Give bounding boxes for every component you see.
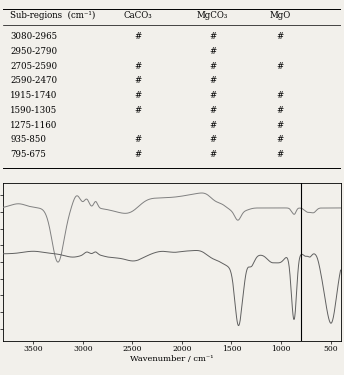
Text: 3080-2965: 3080-2965 [10,32,57,41]
Text: #: # [209,32,216,41]
Text: 935-850: 935-850 [10,135,46,144]
X-axis label: Wavenumber / cm⁻¹: Wavenumber / cm⁻¹ [130,355,214,363]
Text: 1275-1160: 1275-1160 [10,121,57,130]
Text: #: # [276,32,283,41]
Text: #: # [276,91,283,100]
Text: #: # [135,150,142,159]
Text: CaCO₃: CaCO₃ [124,11,153,20]
Text: #: # [209,91,216,100]
Text: #: # [135,91,142,100]
Text: 2950-2790: 2950-2790 [10,47,57,56]
Text: #: # [135,106,142,115]
Text: #: # [209,62,216,70]
Text: #: # [276,150,283,159]
Text: 2705-2590: 2705-2590 [10,62,57,70]
Text: 1915-1740: 1915-1740 [10,91,57,100]
Text: #: # [209,150,216,159]
Text: 2590-2470: 2590-2470 [10,76,57,86]
Text: #: # [135,62,142,70]
Text: #: # [135,76,142,86]
Text: #: # [276,106,283,115]
Text: MgCO₃: MgCO₃ [197,11,228,20]
Text: 795-675: 795-675 [10,150,46,159]
Text: #: # [209,135,216,144]
Text: #: # [135,135,142,144]
Text: #: # [209,76,216,86]
Text: #: # [209,47,216,56]
Text: #: # [276,62,283,70]
Text: #: # [276,135,283,144]
Text: MgO: MgO [269,11,290,20]
Text: #: # [135,32,142,41]
Text: 1590-1305: 1590-1305 [10,106,57,115]
Text: #: # [276,121,283,130]
Text: #: # [209,121,216,130]
Text: Sub-regions  (cm⁻¹): Sub-regions (cm⁻¹) [10,11,96,20]
Text: #: # [209,106,216,115]
